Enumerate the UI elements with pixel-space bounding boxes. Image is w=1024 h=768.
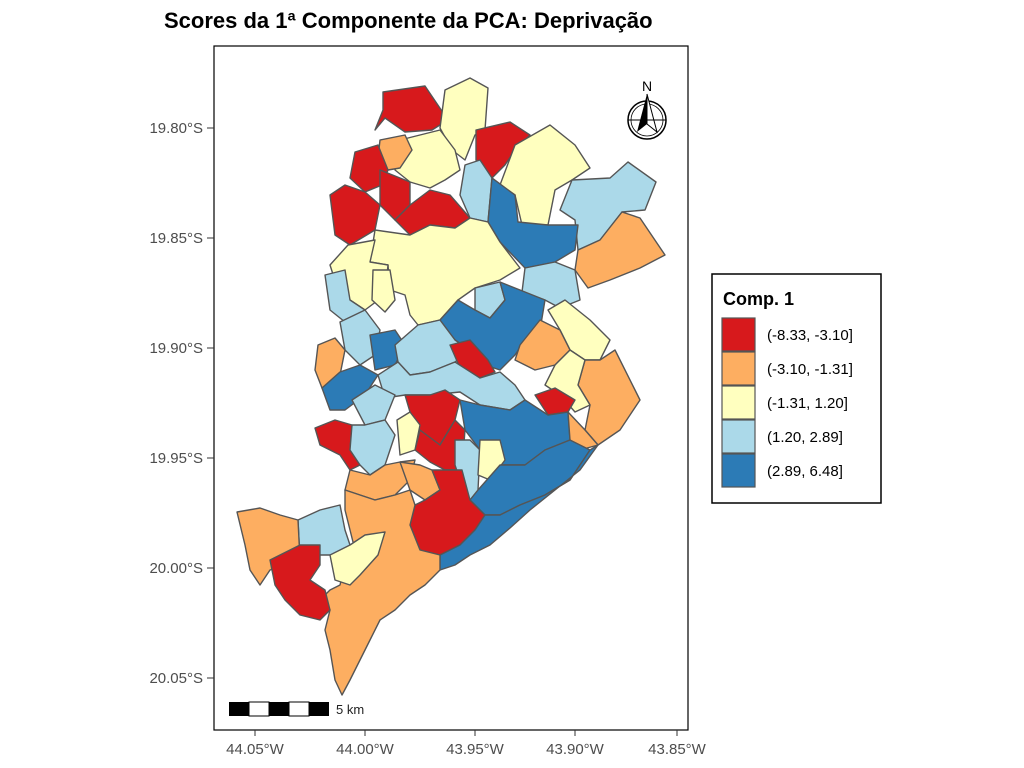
y-tick-label: 19.95°S xyxy=(149,450,203,467)
district xyxy=(351,384,396,426)
north-arrow-label: N xyxy=(642,78,652,94)
y-tick-label: 20.05°S xyxy=(149,670,203,687)
scale-bar: 5 km xyxy=(229,701,364,717)
x-tick-label: 44.05°W xyxy=(226,741,285,758)
y-tick-label: 19.85°S xyxy=(149,230,203,247)
north-arrow-icon: N xyxy=(627,78,667,140)
legend: Comp. 1 (-8.33, -3.10] (-3.10, -1.31] (-1.… xyxy=(711,273,882,504)
district xyxy=(394,129,461,189)
district xyxy=(269,544,331,621)
legend-swatch xyxy=(721,453,756,488)
legend-label: (-8.33, -3.10] xyxy=(767,327,853,344)
x-tick-label: 43.85°W xyxy=(648,741,707,758)
legend-label: (2.89, 6.48] xyxy=(767,463,843,480)
y-tick-label: 20.00°S xyxy=(149,560,203,577)
legend-label: (-3.10, -1.31] xyxy=(767,361,853,378)
legend-swatch xyxy=(721,385,756,420)
legend-title: Comp. 1 xyxy=(723,289,794,309)
legend-label: (1.20, 2.89] xyxy=(767,429,843,446)
district xyxy=(371,269,396,313)
y-tick-label: 19.90°S xyxy=(149,340,203,357)
legend-swatch xyxy=(721,419,756,454)
district xyxy=(574,211,666,289)
district xyxy=(534,387,576,416)
chart-title: Scores da 1ª Componente da PCA: Deprivaç… xyxy=(164,8,653,33)
x-axis: 44.05°W 44.00°W 43.95°W 43.90°W 43.85°W xyxy=(226,730,707,758)
district xyxy=(321,364,379,411)
district-layer xyxy=(236,77,666,696)
legend-label: (-1.31, 1.20] xyxy=(767,395,848,412)
x-tick-label: 43.95°W xyxy=(446,741,505,758)
x-tick-label: 44.00°W xyxy=(336,741,395,758)
y-axis: 19.80°S 19.85°S 19.90°S 19.95°S 20.00°S … xyxy=(149,120,214,687)
district xyxy=(567,411,599,451)
district xyxy=(414,419,466,471)
legend-swatch xyxy=(721,351,756,386)
district xyxy=(329,184,381,246)
scale-bar-label: 5 km xyxy=(336,702,364,717)
legend-swatch xyxy=(721,317,756,352)
district xyxy=(374,85,449,133)
x-tick-label: 43.90°W xyxy=(546,741,605,758)
district xyxy=(544,349,591,413)
district xyxy=(329,531,386,586)
y-tick-label: 19.80°S xyxy=(149,120,203,137)
